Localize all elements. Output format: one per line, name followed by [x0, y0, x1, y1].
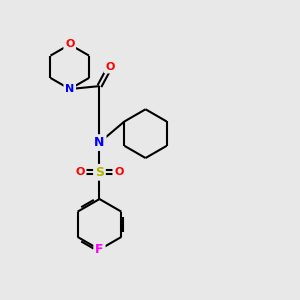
Text: N: N	[65, 84, 74, 94]
Text: O: O	[76, 167, 85, 177]
Text: N: N	[94, 136, 105, 149]
Text: F: F	[95, 243, 104, 256]
Text: S: S	[95, 166, 104, 179]
Text: O: O	[105, 62, 115, 72]
Text: O: O	[65, 40, 74, 50]
Text: O: O	[114, 167, 124, 177]
